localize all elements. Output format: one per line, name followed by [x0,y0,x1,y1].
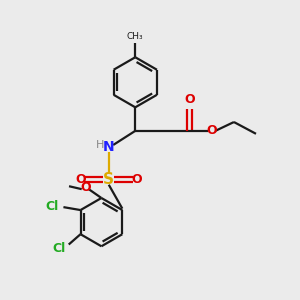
Text: H: H [96,140,105,150]
Text: O: O [206,124,217,137]
Text: N: N [103,140,115,154]
Text: S: S [103,172,114,187]
Text: Cl: Cl [46,200,59,213]
Text: CH₃: CH₃ [127,32,144,41]
Text: O: O [76,173,86,186]
Text: O: O [184,93,195,106]
Text: O: O [80,182,91,194]
Text: Cl: Cl [52,242,66,255]
Text: O: O [131,173,142,186]
